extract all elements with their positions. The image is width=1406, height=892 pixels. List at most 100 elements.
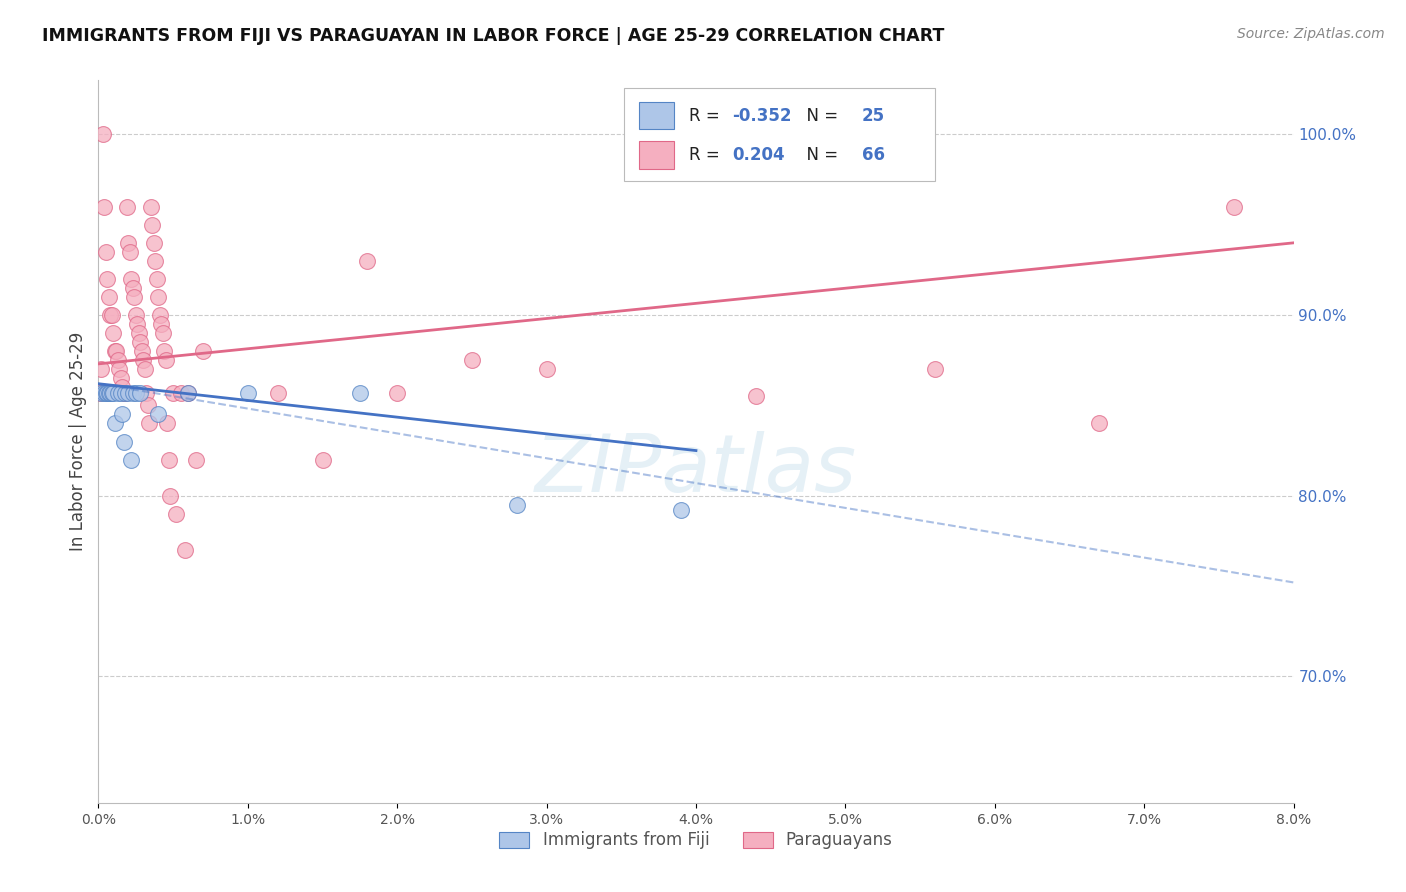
Point [101, 385, 124, 400]
Point [107, 353, 129, 368]
Point [118, 244, 141, 259]
Legend: Immigrants from Fiji, Paraguayans: Immigrants from Fiji, Paraguayans [492, 824, 900, 856]
Point [138, 417, 160, 431]
Point [121, 281, 143, 295]
Point [114, 385, 136, 400]
Point [124, 290, 146, 304]
Point [108, 362, 131, 376]
Text: R =: R = [689, 146, 730, 164]
Point [91, 128, 114, 142]
Point [536, 362, 558, 376]
Point [169, 385, 191, 400]
Point [93, 200, 115, 214]
Point [1088, 417, 1111, 431]
Point [96, 385, 118, 400]
Point [107, 385, 129, 400]
Point [127, 317, 149, 331]
Point [125, 385, 148, 400]
Point [139, 200, 162, 214]
Point [97, 290, 120, 304]
Point [156, 417, 179, 431]
Point [117, 385, 139, 400]
Point [110, 385, 132, 400]
Point [461, 353, 484, 368]
Point [90, 385, 112, 400]
Text: -0.352: -0.352 [733, 107, 792, 125]
Point [101, 308, 124, 322]
Point [191, 344, 214, 359]
Text: R =: R = [689, 107, 725, 125]
Point [141, 218, 163, 232]
Text: N =: N = [796, 146, 844, 164]
Point [128, 326, 150, 340]
Point [131, 344, 153, 359]
Point [177, 385, 200, 400]
Text: 0.204: 0.204 [733, 146, 785, 164]
Point [157, 452, 180, 467]
Point [152, 326, 174, 340]
Point [94, 385, 117, 400]
Point [104, 417, 127, 431]
Point [112, 385, 135, 400]
Point [385, 385, 409, 400]
Point [148, 408, 170, 422]
Text: N =: N = [796, 107, 844, 125]
Point [150, 317, 173, 331]
Bar [638, 142, 675, 169]
Text: Source: ZipAtlas.com: Source: ZipAtlas.com [1237, 27, 1385, 41]
Point [117, 235, 139, 250]
Point [120, 452, 142, 467]
Bar [624, 87, 935, 181]
Point [143, 253, 166, 268]
Text: 66: 66 [862, 146, 886, 164]
Point [121, 385, 143, 400]
Point [112, 434, 135, 449]
Point [506, 498, 529, 512]
Point [1223, 200, 1246, 214]
Point [129, 385, 152, 400]
Point [125, 308, 148, 322]
Point [924, 362, 946, 376]
Point [129, 335, 152, 350]
Bar [638, 102, 675, 129]
Point [104, 344, 127, 359]
Point [115, 200, 138, 214]
Point [98, 308, 122, 322]
Text: ZIPatlas: ZIPatlas [534, 432, 858, 509]
Point [97, 385, 120, 400]
Point [349, 385, 371, 400]
Point [236, 385, 259, 400]
Text: IMMIGRANTS FROM FIJI VS PARAGUAYAN IN LABOR FORCE | AGE 25-29 CORRELATION CHART: IMMIGRANTS FROM FIJI VS PARAGUAYAN IN LA… [42, 27, 945, 45]
Y-axis label: In Labor Force | Age 25-29: In Labor Force | Age 25-29 [69, 332, 87, 551]
Point [103, 326, 125, 340]
Point [267, 385, 290, 400]
Point [669, 503, 692, 517]
Point [89, 385, 111, 400]
Point [356, 253, 378, 268]
Text: 25: 25 [862, 107, 886, 125]
Point [148, 290, 170, 304]
Point [165, 507, 187, 521]
Point [103, 385, 125, 400]
Point [135, 385, 157, 400]
Point [110, 371, 132, 385]
Point [134, 362, 156, 376]
Point [153, 344, 176, 359]
Point [90, 362, 112, 376]
Point [105, 344, 128, 359]
Point [111, 408, 134, 422]
Point [145, 272, 167, 286]
Point [155, 353, 177, 368]
Point [184, 452, 207, 467]
Point [136, 398, 159, 412]
Point [94, 244, 117, 259]
Point [96, 272, 118, 286]
Point [114, 385, 136, 400]
Point [111, 380, 134, 394]
Point [655, 128, 678, 142]
Point [159, 489, 181, 503]
Point [132, 353, 155, 368]
Point [93, 385, 115, 400]
Point [162, 385, 184, 400]
Point [98, 385, 122, 400]
